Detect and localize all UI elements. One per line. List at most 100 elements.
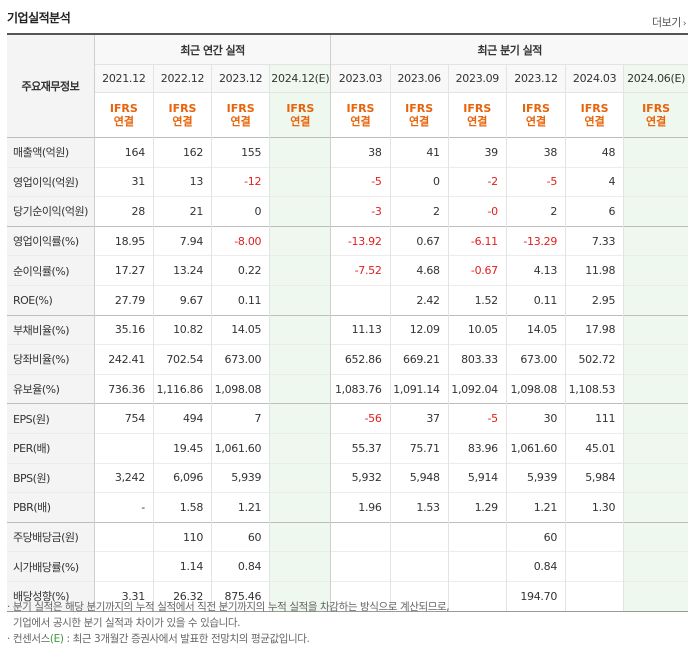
ifrs-line2: 연결 [172, 115, 193, 128]
table-cell: 164 [94, 137, 154, 168]
footnote-3: · 컨센서스(E) : 최근 3개월간 증권사에서 발표한 전망치의 평균값입니… [7, 633, 310, 645]
row-label: 영업이익률(%) [7, 225, 95, 256]
table-cell: 803.33 [448, 344, 507, 375]
footnotes: · 분기 실적은 해당 분기까지의 누적 실적에서 직전 분기까지의 누적 실적… [7, 599, 450, 647]
table-cell [94, 432, 154, 464]
table-cell: 5,948 [390, 462, 449, 493]
table-cell [623, 551, 688, 582]
table-cell: 242.41 [94, 344, 154, 375]
table-cell [565, 521, 625, 552]
period-header: 2024.03 [565, 64, 625, 93]
table-cell [330, 580, 391, 612]
table-cell: 11.13 [330, 314, 391, 345]
table-cell: 7.33 [565, 225, 625, 256]
table-cell: 5,939 [211, 462, 271, 493]
ifrs-line2: 연결 [290, 115, 311, 128]
table-row: 부채비율(%) 35.16 10.82 14.05 11.13 12.09 10.05 14.… [7, 314, 688, 345]
table-cell: 11.98 [565, 255, 625, 286]
row-label: 배당성향(%) [7, 580, 95, 612]
table-cell: 27.79 [94, 284, 154, 316]
ifrs-label: IFRS 연결 [565, 92, 625, 138]
ifrs-line1: IFRS [580, 102, 609, 115]
row-label: 시가배당률(%) [7, 551, 95, 582]
table-cell: 3.31 [94, 580, 154, 612]
row-label: EPS(원) [7, 403, 95, 434]
table-cell: 26.32 [153, 580, 213, 612]
table-cell [448, 551, 507, 582]
table-cell [269, 196, 332, 227]
chevron-right-icon: › [682, 19, 687, 29]
table-cell [269, 462, 332, 493]
table-cell [269, 580, 332, 612]
table-cell: 702.54 [153, 344, 213, 375]
table-cell: 4.68 [390, 255, 449, 286]
table-cell: - [94, 492, 154, 523]
ifrs-line1: IFRS [168, 102, 197, 115]
table-cell: 48 [565, 137, 625, 168]
table-cell [565, 580, 625, 612]
table-cell: 39 [448, 137, 507, 168]
table-cell: -56 [330, 403, 391, 434]
table-cell [623, 166, 688, 197]
table-row: PER(배) 19.45 1,061.60 55.37 75.71 83.96 1,061.… [7, 432, 688, 464]
table-cell: 17.27 [94, 255, 154, 286]
table-cell [330, 551, 391, 582]
table-cell: 1,083.76 [330, 373, 391, 404]
more-link[interactable]: 더보기 › [652, 14, 687, 30]
table-cell [623, 492, 688, 523]
table-cell: 1,091.14 [390, 373, 449, 404]
table-cell [390, 521, 449, 552]
table-cell [269, 284, 332, 316]
table-cell [269, 403, 332, 434]
table-cell: 1,098.08 [506, 373, 567, 404]
table-cell: 10.82 [153, 314, 213, 345]
table-cell: 7 [211, 403, 271, 434]
row-label: 매출액(억원) [7, 137, 95, 168]
period-header: 2021.12 [94, 64, 154, 93]
ifrs-label: IFRS 연결 [623, 92, 688, 138]
table-cell [269, 255, 332, 286]
table-cell [448, 580, 507, 612]
table-cell [269, 492, 332, 523]
table-cell [269, 551, 332, 582]
table-cell: 0.84 [211, 551, 271, 582]
table-cell [269, 521, 332, 552]
table-cell [94, 551, 154, 582]
table-cell: 736.36 [94, 373, 154, 404]
table-cell: -0 [448, 196, 507, 227]
table-cell: 35.16 [94, 314, 154, 345]
table-cell [269, 137, 332, 168]
table-cell: 5,932 [330, 462, 391, 493]
table-cell: 0.11 [211, 284, 271, 316]
table-cell: 0.22 [211, 255, 271, 286]
table-cell: 13 [153, 166, 213, 197]
table-cell [623, 255, 688, 286]
ifrs-label: IFRS 연결 [211, 92, 271, 138]
table-cell [269, 373, 332, 404]
table-cell: 37 [390, 403, 449, 434]
table-cell: -7.52 [330, 255, 391, 286]
table-cell: 30 [506, 403, 567, 434]
table-cell: 2.42 [390, 284, 449, 316]
footnote-1: · 분기 실적은 해당 분기까지의 누적 실적에서 직전 분기까지의 누적 실적… [7, 601, 450, 613]
ifrs-line2: 연결 [409, 115, 430, 128]
ifrs-line1: IFRS [286, 102, 315, 115]
table-cell: -13.29 [506, 225, 567, 256]
ifrs-line2: 연결 [645, 115, 667, 128]
table-cell: 55.37 [330, 432, 391, 464]
period-header: 2023.12 [211, 64, 271, 93]
table-cell [390, 580, 449, 612]
table-cell: 19.45 [153, 432, 213, 464]
ifrs-line1: IFRS [521, 102, 550, 115]
table-cell: 41 [390, 137, 449, 168]
section-title: 기업실적분석 [7, 11, 71, 25]
table-cell: 1.96 [330, 492, 391, 523]
table-cell: 1,108.53 [565, 373, 625, 404]
ifrs-line1: IFRS [405, 102, 434, 115]
table-cell [623, 137, 688, 168]
table-cell: 7.94 [153, 225, 213, 256]
table-cell [390, 551, 449, 582]
table-cell [330, 521, 391, 552]
table-cell: 45.01 [565, 432, 625, 464]
table-cell: 4 [565, 166, 625, 197]
